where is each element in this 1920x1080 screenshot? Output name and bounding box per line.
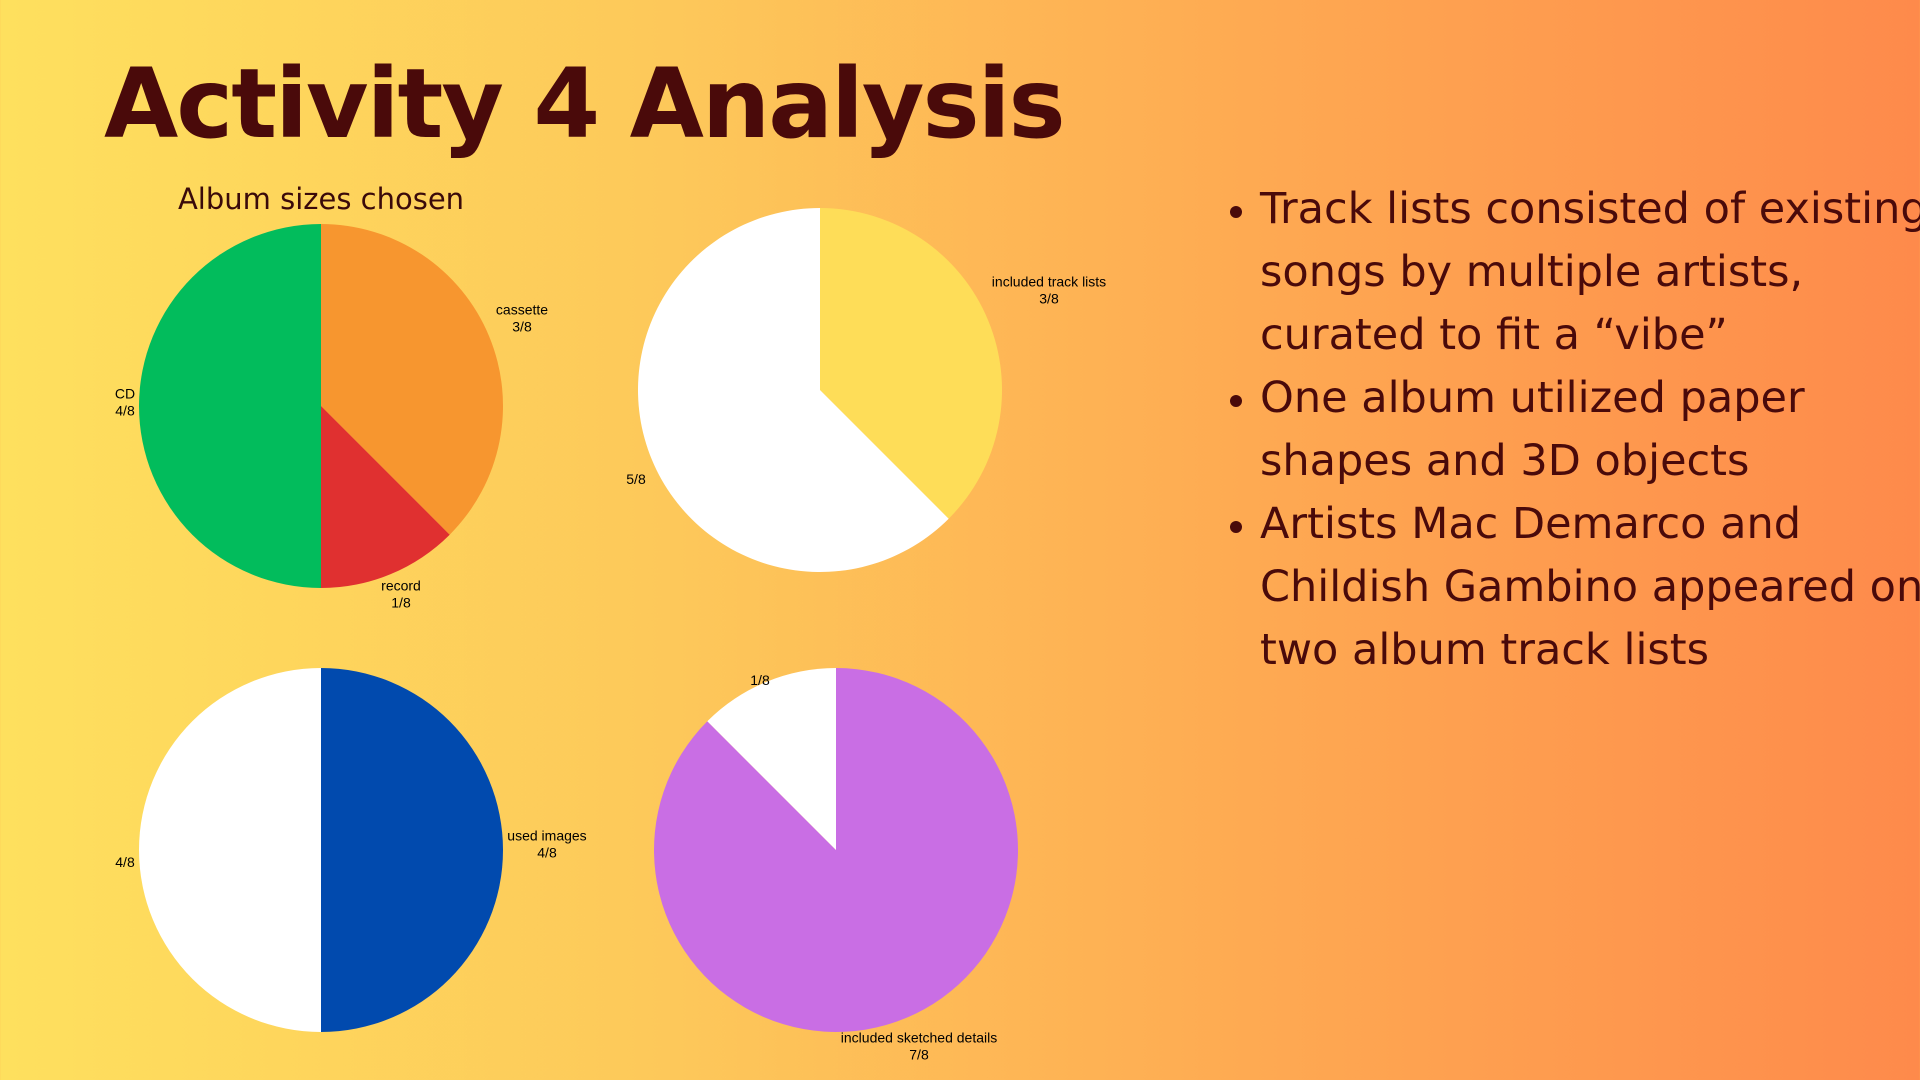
pie-chart-2: included track lists 3/8 5/8	[626, 208, 1106, 572]
slice-label: CD 4/8	[115, 386, 135, 419]
slice-label: cassette 3/8	[496, 302, 548, 335]
bullet-item: One album utilized paper shapes and 3D o…	[1260, 367, 1920, 493]
slice-label: 1/8	[750, 672, 770, 688]
pie-slice-cassette	[321, 224, 503, 535]
pie-chart-4: included sketched details 7/8 1/8	[654, 668, 1018, 1063]
slice-label: included track lists 3/8	[992, 274, 1106, 307]
pie-slice-record	[321, 406, 450, 588]
bullet-item: Track lists consisted of existing songs …	[1260, 178, 1920, 367]
bullet-item: Artists Mac Demarco and Childish Gambino…	[1260, 493, 1920, 682]
pie-slice-other	[637, 208, 949, 572]
slice-label: 5/8	[626, 471, 646, 487]
slice-label: record 1/8	[381, 578, 421, 611]
pie-charts: Album sizes chosen cassette 3/8 record 1/8 CD…	[115, 182, 1106, 1063]
pie-slice-included-track-lists	[820, 208, 1002, 519]
pie-slice-other	[707, 668, 836, 850]
slice-label: used images 4/8	[507, 828, 586, 861]
pie-chart-1: Album sizes chosen cassette 3/8 record 1/8 CD…	[115, 182, 548, 611]
slice-label: 4/8	[115, 854, 135, 870]
slide-title: Activity 4 Analysis	[104, 48, 1066, 160]
pie-slice-used-images	[321, 668, 503, 1032]
pie-chart-3: used images 4/8 4/8	[115, 668, 587, 1032]
bullet-list: Track lists consisted of existing songs …	[1212, 178, 1920, 682]
chart-title: Album sizes chosen	[178, 182, 464, 216]
slice-label: included sketched details 7/8	[841, 1030, 997, 1063]
pie-slice-other	[139, 668, 321, 1032]
pie-slice-cd	[139, 224, 321, 588]
